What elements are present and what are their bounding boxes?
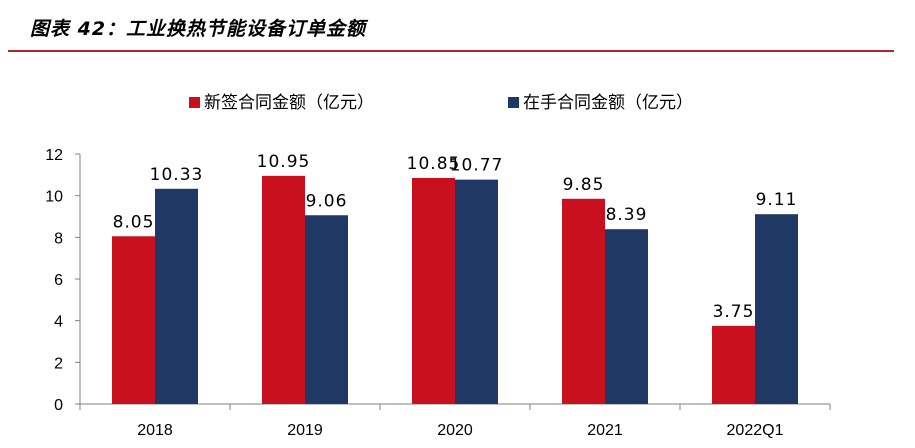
data-label: 10.95	[257, 152, 311, 172]
y-tick-label: 2	[54, 355, 63, 372]
legend-swatch-1	[189, 97, 200, 108]
x-tick-label: 2018	[137, 422, 173, 439]
x-tick-label: 2020	[437, 422, 473, 439]
data-label: 10.85	[407, 154, 461, 174]
legend-label-2: 在手合同金额（亿元）	[523, 93, 693, 113]
legend: 新签合同金额（亿元） 在手合同金额（亿元）	[189, 93, 693, 113]
bar-backlog-2022Q1	[755, 214, 798, 404]
data-label: 3.75	[713, 302, 755, 322]
x-tick-label: 2021	[587, 422, 623, 439]
data-label: 9.06	[306, 191, 348, 211]
bar-new-contracts-2019	[262, 175, 305, 404]
y-tick-label: 8	[54, 230, 63, 247]
bar-new-contracts-2018	[112, 236, 155, 404]
bar-backlog-2019	[305, 215, 348, 404]
bar-backlog-2018	[155, 188, 198, 404]
y-tick-label: 4	[54, 314, 63, 331]
bar-new-contracts-2020	[412, 177, 455, 404]
y-tick-label: 0	[54, 397, 63, 414]
figure-title: 图表 42：工业换热节能设备订单金额	[30, 18, 367, 40]
bar-backlog-2020	[455, 179, 498, 404]
data-label: 10.33	[150, 165, 204, 185]
legend-label-1: 新签合同金额（亿元）	[204, 93, 374, 113]
x-tick-label: 2022Q1	[727, 422, 784, 439]
bars	[112, 175, 798, 404]
data-label: 9.11	[756, 190, 798, 210]
data-label: 10.77	[450, 156, 504, 176]
figure-header: 图表 42：工业换热节能设备订单金额	[0, 0, 915, 52]
title-rule	[8, 50, 894, 52]
bar-backlog-2021	[605, 229, 648, 404]
data-label: 9.85	[563, 175, 605, 195]
x-axis: 2018 2019 2020 2021 2022Q1	[79, 403, 831, 439]
y-axis: 0 2 4 6 8 10 12	[45, 147, 81, 414]
data-label: 8.05	[113, 212, 155, 232]
bar-new-contracts-2021	[562, 198, 605, 404]
y-tick-label: 12	[45, 147, 63, 164]
data-label: 8.39	[606, 205, 648, 225]
y-tick-label: 10	[45, 189, 63, 206]
y-tick-label: 6	[54, 272, 63, 289]
legend-swatch-2	[508, 97, 519, 108]
bar-new-contracts-2022Q1	[712, 325, 755, 404]
x-tick-label: 2019	[287, 422, 323, 439]
